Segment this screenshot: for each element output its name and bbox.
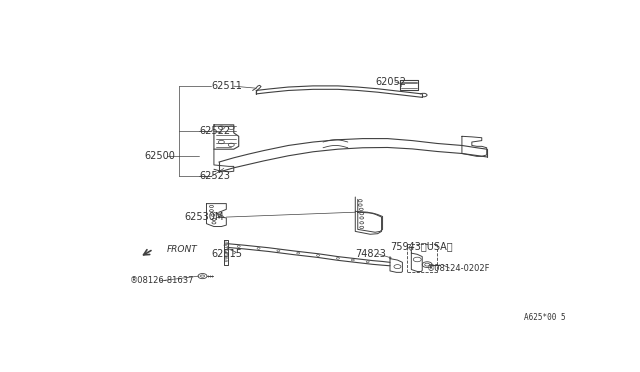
Text: FRONT: FRONT [167,245,198,254]
Text: 62515: 62515 [211,249,243,259]
Text: A625*00 5: A625*00 5 [524,314,566,323]
Text: 62511: 62511 [211,81,243,91]
Text: 75943〈USA〉: 75943〈USA〉 [390,241,452,251]
Text: 74823: 74823 [355,249,386,259]
Text: ®08126-81637: ®08126-81637 [129,276,194,285]
Text: ®08124-0202F: ®08124-0202F [428,264,491,273]
Text: 62500: 62500 [145,151,175,161]
Text: 62530M: 62530M [184,212,223,221]
Text: 62522: 62522 [199,126,230,135]
Text: 62523: 62523 [199,171,230,182]
Text: 62052: 62052 [375,77,406,87]
